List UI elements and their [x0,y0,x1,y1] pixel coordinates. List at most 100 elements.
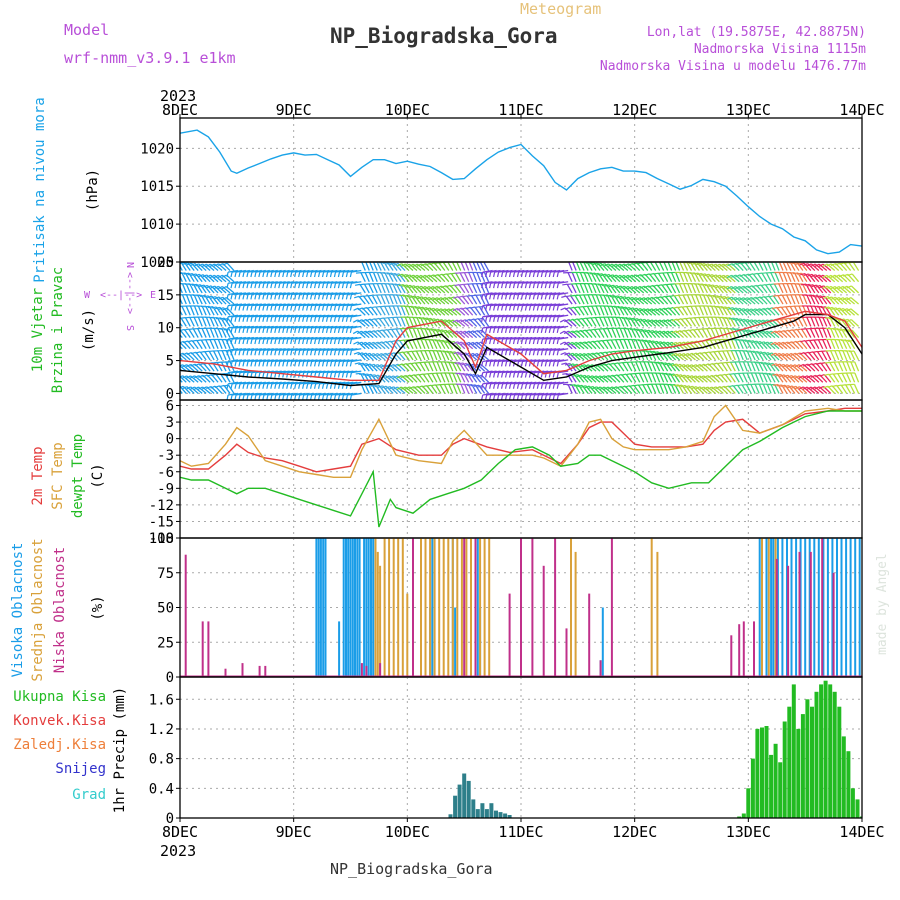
y-tick-label: 0 [166,432,174,448]
bar-3-0 [317,538,320,677]
bottom-time-tick-label: 12DEC [612,823,657,841]
y-tick-label: 1005 [140,255,174,271]
bar-4-1 [746,788,751,818]
grid [180,400,862,539]
temp-ylabel-1: 2m Temp [30,446,46,505]
bar-3-0 [804,538,807,677]
cloud-ylabel-2: Srednja Oblacnost [30,538,46,681]
y-tick-label: 0.4 [149,781,174,797]
bar-4-1 [837,706,842,818]
temp-ylabel-3: dewpt Temp [70,434,86,518]
series-line-2-2 [180,410,862,528]
bar-3-0 [813,538,816,677]
bar-4-0 [484,809,489,818]
precip-legend-konvek: Konvek.Kisa [13,713,106,729]
bar-3-1 [424,538,427,677]
y-tick-label: 15 [157,288,174,304]
bar-3-0 [365,538,368,677]
bar-3-0 [370,538,372,677]
y-tick-label: 1.6 [149,692,174,708]
bar-4-1 [860,816,862,818]
temperature-panel: 2m Temp SFC Temp dewpt Temp (C) -18-15-1… [30,399,863,547]
bar-3-0 [781,538,784,677]
bar-3-2 [224,668,227,677]
top-time-axis: 8DEC 9DEC 10DEC 11DEC 12DEC 13DEC 14DEC [162,101,885,119]
bar-3-0 [858,538,861,677]
bottom-time-tick-label: 14DEC [839,823,884,841]
bar-3-2 [738,624,741,677]
credit-text: made by Angel [875,553,890,655]
bar-3-1 [379,565,382,677]
model-label: Model [64,21,109,39]
top-time-tick-label: 13DEC [726,101,771,119]
bar-3-2 [809,551,812,677]
bar-3-0 [372,538,375,677]
bar-4-0 [457,784,462,818]
bar-3-0 [772,538,775,677]
compass-arrows-h: <--|--> [100,290,142,301]
bar-3-0 [817,538,820,677]
bar-3-0 [758,538,761,677]
y-tick-label: 0 [166,386,174,402]
pressure-unit: (hPa) [85,169,101,211]
bar-3-1 [442,538,445,677]
model-altitude-label: Nadmorska Visina u modelu 1476.77m [600,59,866,74]
bar-3-0 [831,538,834,677]
bar-4-1 [819,684,824,818]
bar-3-2 [610,538,613,677]
bar-3-2 [798,551,801,677]
bar-4-1 [823,680,828,818]
bar-3-0 [808,538,811,677]
bar-4-1 [855,799,860,818]
bar-3-2 [365,665,368,677]
grid [180,677,862,819]
y-tick-label: -6 [157,465,174,481]
cloud-unit: (%) [90,595,106,620]
bar-3-2 [463,538,466,677]
bar-3-2 [554,538,557,677]
bar-3-1 [479,538,482,677]
bar-3-0 [845,538,848,677]
series-line-2-0 [180,407,862,473]
wind-ylabel-1: 10m Vjetar [30,288,46,372]
bar-3-2 [241,663,244,677]
bar-4-1 [773,743,778,818]
y-tick-label: 0 [166,670,174,686]
bar-3-0 [315,538,318,677]
bottom-time-tick-label: 8DEC [162,823,198,841]
bottom-time-tick-label: 11DEC [498,823,543,841]
precip-legend-grad: Grad [72,787,106,803]
bar-3-0 [351,538,354,677]
bar-3-2 [201,621,204,677]
bar-4-0 [498,812,503,818]
bar-3-2 [379,663,382,677]
bar-4-1 [737,816,742,818]
y-tick-label: 75 [157,566,174,582]
bar-4-1 [755,728,760,818]
temp-ylabel-2: SFC Temp [50,442,66,509]
bar-4-1 [832,691,837,818]
page-title: NP_Biogradska_Gora [330,24,558,48]
bar-4-1 [800,714,805,818]
y-tick-label: 10 [157,321,174,337]
panel-frame [179,399,863,539]
cloud-ylabel-1: Visoka Oblacnost [10,543,26,678]
bar-3-2 [599,660,602,677]
bar-3-2 [520,538,522,677]
bar-3-0 [601,607,604,677]
bar-4-1 [796,728,801,818]
bar-4-1 [782,721,787,818]
y-tick-label: 100 [149,531,174,547]
y-tick-label: 20 [157,255,174,271]
cloud-panel: Visoka Oblacnost Srednja Oblacnost Niska… [10,531,863,686]
bar-3-0 [431,538,434,677]
top-time-tick-label: 14DEC [839,101,884,119]
bar-3-0 [322,538,325,677]
wind-panel: 10m Vjetar Brzina i Pravac (m/s) W E N S… [30,255,863,402]
precip-legend-ukupna: Ukupna Kisa [13,689,106,705]
bar-3-1 [420,538,422,677]
bar-3-0 [854,538,857,677]
bar-4-0 [471,799,476,818]
bar-3-2 [787,565,790,677]
